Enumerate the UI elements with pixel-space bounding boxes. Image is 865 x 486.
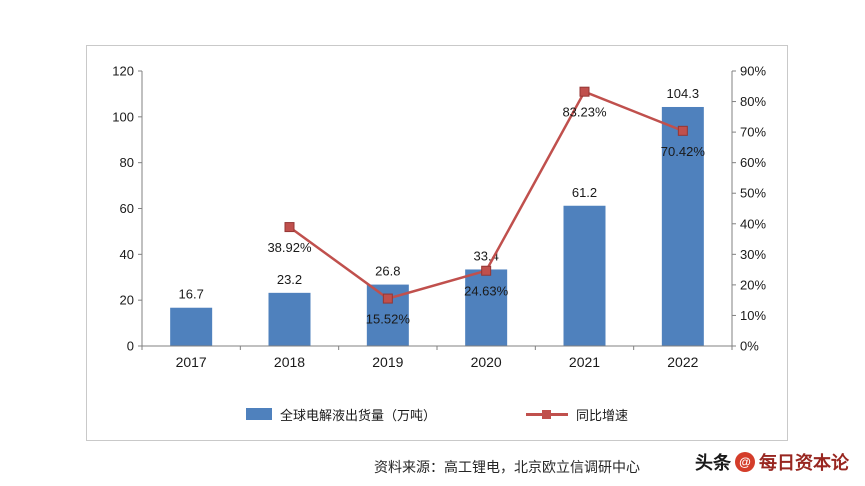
right-tick-label: 0% [740,339,759,354]
right-tick-label: 50% [740,186,766,201]
bar-2020 [465,269,508,346]
x-tick-label-2021: 2021 [569,354,600,370]
growth-label-2022: 70.42% [661,144,706,159]
x-tick-label-2020: 2020 [471,354,502,370]
legend-item-shipments: 全球电解液出货量（万吨） [245,405,436,424]
bar-label-2018: 23.2 [277,272,302,287]
source-note: 资料来源：高工锂电，北京欧立信调研中心 [374,461,640,476]
growth-marker-2020 [481,265,492,276]
right-tick-label: 90% [740,64,766,79]
watermark-logo-icon: @ [735,452,755,472]
watermark: 头条 @ 每日资本论 [695,449,849,475]
x-tick-label-2019: 2019 [372,354,403,370]
bar-label-2022: 104.3 [667,86,700,101]
right-tick-label: 40% [740,216,766,231]
bar-2018 [268,292,311,346]
square-marker-icon [542,409,551,419]
bar-series-swatch-icon [245,408,272,420]
growth-marker-2019 [382,293,393,304]
left-tick-label: 20 [120,293,134,308]
bar-2022 [661,106,704,346]
growth-label-2020: 24.63% [464,284,509,299]
watermark-name: 每日资本论 [759,453,849,473]
right-tick-label: 70% [740,125,766,140]
x-tick-label-2022: 2022 [667,354,698,370]
growth-marker-2022 [677,125,688,136]
bar-2017 [170,307,213,346]
legend-label-shipments: 全球电解液出货量（万吨） [279,407,436,423]
growth-label-2021: 83.23% [562,105,607,120]
left-tick-label: 120 [112,64,134,79]
bar-label-2017: 16.7 [179,287,204,302]
right-tick-label: 20% [740,277,766,292]
growth-marker-2018 [284,222,295,233]
right-tick-label: 60% [740,155,766,170]
x-tick-label-2017: 2017 [176,354,207,370]
growth-label-2018: 38.92% [267,240,312,255]
bar-label-2019: 26.8 [375,264,400,279]
x-tick-label-2018: 2018 [274,354,305,370]
left-tick-label: 0 [127,339,134,354]
shipment-growth-combo-chart: 16.723.226.833.461.2104.3020406080100120… [112,64,766,371]
left-tick-label: 100 [112,109,134,124]
right-tick-label: 80% [740,94,766,109]
line-series-swatch-icon [526,409,568,419]
left-tick-label: 80 [120,155,134,170]
chart-legend: 全球电解液出货量（万吨） 同比增速 [87,391,787,437]
growth-label-2019: 15.52% [366,312,411,327]
growth-marker-2021 [579,86,590,97]
right-tick-label: 30% [740,247,766,262]
bar-2021 [563,205,606,346]
legend-item-growth: 同比增速 [526,405,628,424]
bar-label-2021: 61.2 [572,185,597,200]
left-tick-label: 40 [120,247,134,262]
chart-frame: 16.7 23.2 26.8 33.4 61.2 104.3 0 20 40 60 80 100 120… [86,45,788,441]
watermark-prefix: 头条 [695,453,731,473]
left-tick-label: 60 [120,201,134,216]
legend-label-growth: 同比增速 [576,407,629,423]
right-tick-label: 10% [740,308,766,323]
